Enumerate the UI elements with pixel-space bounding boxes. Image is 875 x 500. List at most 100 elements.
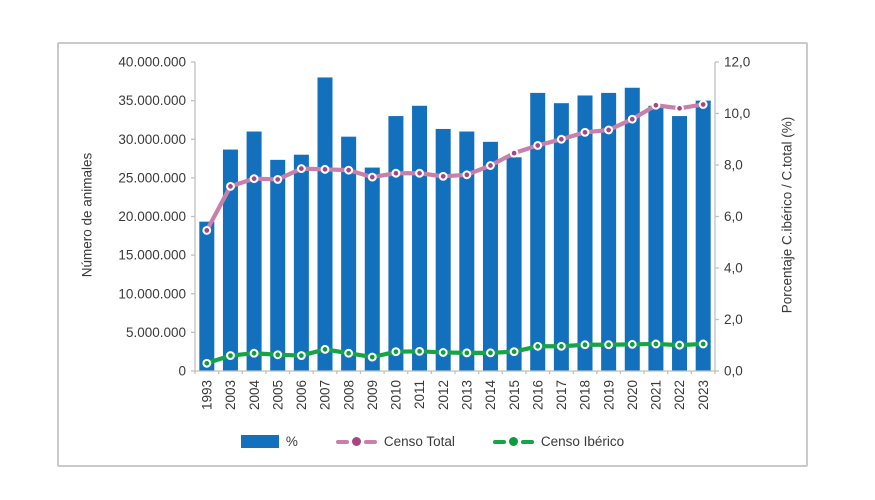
point-censo-ib-rico-2008 xyxy=(344,348,354,358)
bar-2008 xyxy=(341,136,357,371)
bar-2016 xyxy=(530,92,546,372)
bar-2021 xyxy=(648,105,664,372)
svg-text:2016: 2016 xyxy=(530,380,545,410)
chart-panel: 0 5.000.000 10.000.000 15.000.000 20.000.000… xyxy=(57,42,808,467)
bar-2017 xyxy=(553,103,569,371)
point-censo-ib-rico-2016 xyxy=(533,341,543,351)
svg-text:8,0: 8,0 xyxy=(724,158,743,173)
point-censo-ib-rico-2006 xyxy=(296,351,306,360)
point-censo-ib-rico-2021 xyxy=(651,339,661,349)
point-censo-total-2011 xyxy=(415,168,424,178)
bar-2006 xyxy=(293,154,309,371)
legend-item-censo-total: Censo Total xyxy=(335,434,455,449)
point-censo-ib-rico-2005 xyxy=(273,350,283,360)
svg-text:2,0: 2,0 xyxy=(724,312,743,327)
svg-text:0: 0 xyxy=(178,364,186,379)
svg-text:2012: 2012 xyxy=(436,380,451,410)
svg-text:2003: 2003 xyxy=(223,380,238,410)
point-censo-ib-rico-2019 xyxy=(604,340,614,350)
bar-2014 xyxy=(482,141,498,371)
point-censo-total-2003 xyxy=(226,181,235,191)
legend-bar-swatch-icon xyxy=(240,435,279,448)
svg-text:15.000.000: 15.000.000 xyxy=(118,248,186,263)
bar-1993 xyxy=(199,221,215,371)
svg-text:2008: 2008 xyxy=(341,380,356,410)
point-censo-ib-rico-2009 xyxy=(367,352,377,362)
point-censo-total-2014 xyxy=(486,161,495,170)
point-censo-total-1993 xyxy=(202,225,212,235)
point-censo-total-2004 xyxy=(249,174,259,184)
svg-text:10.000.000: 10.000.000 xyxy=(118,286,186,301)
point-censo-ib-rico-2022 xyxy=(675,340,684,350)
bar-2012 xyxy=(435,128,451,371)
point-censo-ib-rico-2003 xyxy=(226,351,235,360)
svg-text:2014: 2014 xyxy=(483,380,498,411)
y-axis-title-left: Número de animales xyxy=(79,152,95,278)
svg-text:2018: 2018 xyxy=(578,380,593,410)
svg-text:2019: 2019 xyxy=(601,380,616,410)
point-censo-total-2020 xyxy=(627,114,637,124)
legend: % Censo Total Censo Ibérico xyxy=(59,434,806,449)
svg-text:0,0: 0,0 xyxy=(724,364,743,379)
point-censo-ib-rico-2023 xyxy=(698,339,708,349)
svg-text:35.000.000: 35.000.000 xyxy=(118,93,186,108)
point-censo-total-2015 xyxy=(509,148,519,158)
bar-2004 xyxy=(246,131,262,371)
bar-2010 xyxy=(388,116,404,371)
point-censo-ib-rico-2010 xyxy=(391,347,401,357)
point-censo-ib-rico-1993 xyxy=(202,358,212,368)
point-censo-total-2016 xyxy=(533,140,543,150)
point-censo-total-2013 xyxy=(462,170,472,180)
chart-area: 0 5.000.000 10.000.000 15.000.000 20.000.000… xyxy=(59,44,806,465)
svg-text:2010: 2010 xyxy=(389,380,404,410)
svg-text:2004: 2004 xyxy=(247,380,262,411)
bar-2005 xyxy=(270,159,286,371)
point-censo-total-2009 xyxy=(367,172,377,182)
point-censo-total-2023 xyxy=(698,100,708,109)
point-censo-total-2005 xyxy=(273,174,283,184)
legend-item-censo-iberico: Censo Ibérico xyxy=(492,434,624,449)
bar-2011 xyxy=(412,105,428,372)
bar-2018 xyxy=(577,95,593,371)
svg-text:2021: 2021 xyxy=(649,380,664,410)
point-censo-total-2006 xyxy=(296,164,306,174)
point-censo-ib-rico-2020 xyxy=(627,339,637,349)
legend-item-pct: % xyxy=(240,434,298,449)
bar-2003 xyxy=(222,149,238,371)
point-censo-total-2007 xyxy=(320,164,330,174)
point-censo-total-2010 xyxy=(391,168,401,178)
point-censo-ib-rico-2015 xyxy=(509,347,519,357)
svg-text:20.000.000: 20.000.000 xyxy=(118,209,186,224)
bar-2022 xyxy=(672,116,688,371)
svg-text:5.000.000: 5.000.000 xyxy=(126,325,186,340)
svg-text:2009: 2009 xyxy=(365,380,380,410)
point-censo-total-2017 xyxy=(556,134,566,144)
chart-canvas: 0 5.000.000 10.000.000 15.000.000 20.000.000… xyxy=(118,55,750,411)
svg-text:2013: 2013 xyxy=(460,380,475,410)
svg-text:6,0: 6,0 xyxy=(724,209,743,224)
svg-text:2005: 2005 xyxy=(270,380,285,410)
point-censo-ib-rico-2014 xyxy=(486,348,495,358)
point-censo-total-2018 xyxy=(580,127,590,137)
svg-text:2017: 2017 xyxy=(554,380,569,410)
bar-2020 xyxy=(624,87,640,371)
point-censo-total-2022 xyxy=(675,103,684,113)
svg-text:4,0: 4,0 xyxy=(724,261,743,276)
bar-2015 xyxy=(506,157,522,371)
point-censo-ib-rico-2011 xyxy=(415,346,424,356)
svg-text:2007: 2007 xyxy=(318,380,333,410)
point-censo-ib-rico-2012 xyxy=(438,348,448,357)
point-censo-total-2012 xyxy=(438,171,448,181)
svg-text:2022: 2022 xyxy=(672,380,687,410)
svg-text:2015: 2015 xyxy=(507,380,522,410)
point-censo-ib-rico-2007 xyxy=(320,344,330,354)
y-axis-title-right: Porcentaje C.ibérico / C.total (%) xyxy=(779,116,795,314)
bar-2013 xyxy=(459,131,475,371)
point-censo-total-2019 xyxy=(604,125,614,135)
svg-text:2023: 2023 xyxy=(696,380,711,410)
svg-text:1993: 1993 xyxy=(200,380,215,410)
point-censo-total-2008 xyxy=(344,165,354,175)
legend-label-censo-total: Censo Total xyxy=(383,434,455,449)
svg-text:10,0: 10,0 xyxy=(724,106,750,121)
